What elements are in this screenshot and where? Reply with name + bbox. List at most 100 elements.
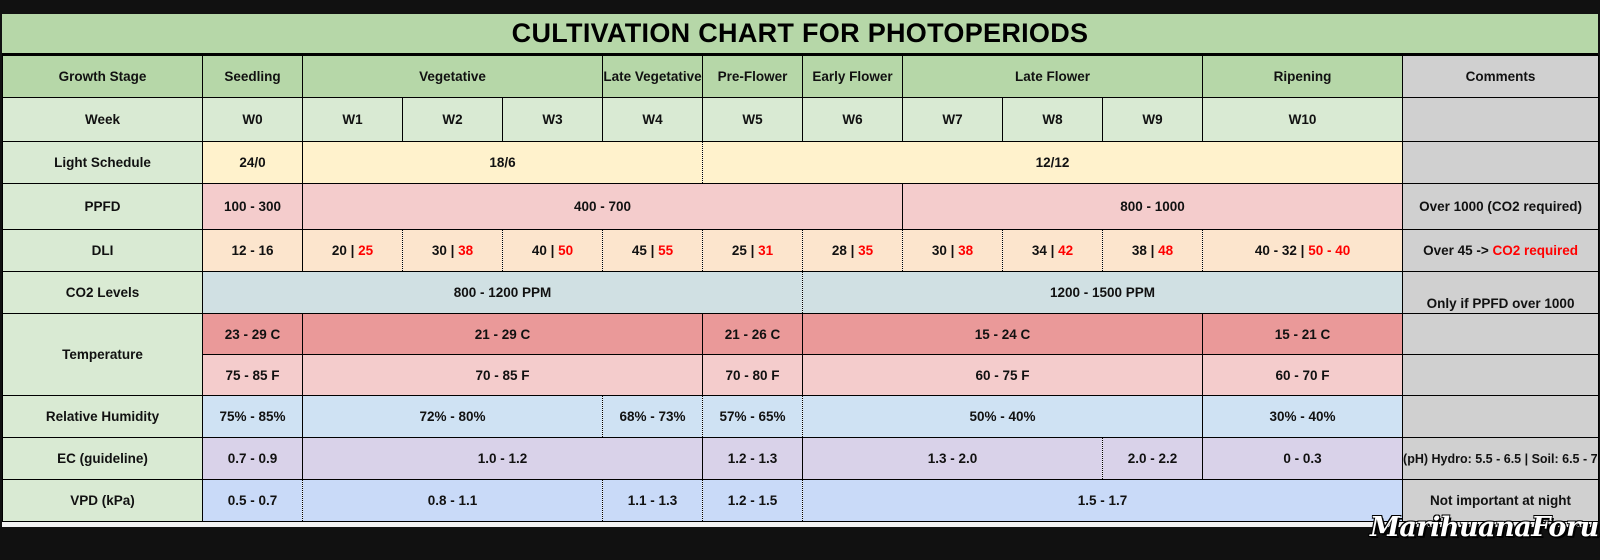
stage-early-flower: Early Flower [802,55,904,98]
dli-value: 20 | 25 [302,229,403,272]
week-cell: W1 [302,97,403,142]
ppfd-row: PPFD 100 - 300 400 - 700 800 - 1000 Over… [2,183,1600,230]
humidity-value: 30% - 40% [1202,395,1404,438]
temperature-c-row: Temperature 23 - 29 C 21 - 29 C 21 - 26 … [2,313,1600,396]
vpd-value: 1.1 - 1.3 [602,479,704,522]
stage-vegetative: Vegetative [301,55,604,98]
co2-row: CO2 Levels 800 - 1200 PPM 1200 - 1500 PP… [2,271,1600,314]
week-cell: W6 [802,97,904,142]
vpd-value: 1.5 - 1.7 [802,479,1404,522]
co2-label: CO2 Levels [2,271,203,314]
dli-row: DLI 12 - 16 20 | 25 30 | 38 40 | 50 45 |… [2,229,1600,272]
temp-f-value: 70 - 80 F [702,354,804,396]
humidity-value: 50% - 40% [802,395,1204,438]
vpd-value: 1.2 - 1.5 [702,479,804,522]
stage-pre-flower: Pre-Flower [702,55,804,98]
humidity-value: 68% - 73% [602,395,704,438]
light-value: 24/0 [202,141,303,184]
dli-comment: Over 45 -> CO2 required [1402,229,1600,272]
ec-value: 1.3 - 2.0 [802,437,1104,480]
week-cell: W8 [1002,97,1104,142]
vpd-label: VPD (kPa) [2,479,203,522]
ppfd-comment: Over 1000 (CO2 required) [1402,183,1600,230]
week-cell: W9 [1102,97,1204,142]
ec-row: EC (guideline) 0.7 - 0.9 1.0 - 1.2 1.2 -… [2,437,1600,480]
light-schedule-label: Light Schedule [2,141,203,184]
ppfd-value: 100 - 300 [202,183,303,230]
dli-value: 45 | 55 [602,229,704,272]
dli-value: 40 - 32 | 50 - 40 [1202,229,1404,272]
week-cell: W4 [602,97,704,142]
ppfd-value: 400 - 700 [301,183,904,230]
temp-f-value: 70 - 85 F [301,354,704,396]
week-cell: W0 [202,97,303,142]
week-cell: W5 [702,97,804,142]
week-cell: W7 [902,97,1004,142]
dli-value: 25 | 31 [702,229,804,272]
stage-late-flower: Late Flower [902,55,1204,98]
humidity-value: 72% - 80% [301,395,604,438]
temp-c-value: 21 - 26 C [702,313,804,355]
cultivation-table: Growth Stage Seedling Vegetative Late Ve… [2,55,1600,522]
week-row: Week W0 W1 W2 W3 W4 W5 W6 W7 W8 W9 W10 [2,97,1600,142]
ec-comment: (pH) Hydro: 5.5 - 6.5 | Soil: 6.5 - 7.0 [1402,437,1600,480]
co2-comment: Only if PPFD over 1000 [1402,271,1600,314]
temp-c-value: 23 - 29 C [202,313,303,355]
ec-value: 1.2 - 1.3 [702,437,804,480]
dli-value: 30 | 38 [902,229,1004,272]
comment-cell [1402,97,1600,142]
ec-value: 1.0 - 1.2 [301,437,704,480]
ppfd-value: 800 - 1000 [902,183,1404,230]
temp-c-value: 15 - 24 C [802,313,1204,355]
vpd-row: VPD (kPa) 0.5 - 0.7 0.8 - 1.1 1.1 - 1.3 … [2,479,1600,522]
temperature-f-row: 75 - 85 F 70 - 85 F 70 - 80 F 60 - 75 F … [3,354,1600,396]
dli-value: 34 | 42 [1002,229,1104,272]
week-label: Week [2,97,203,142]
ppfd-label: PPFD [2,183,203,230]
humidity-row: Relative Humidity 75% - 85% 72% - 80% 68… [2,395,1600,438]
week-cell: W3 [501,97,604,142]
light-schedule-row: Light Schedule 24/0 18/6 12/12 [2,141,1600,184]
humidity-label: Relative Humidity [2,395,203,438]
temp-f-value: 60 - 75 F [802,354,1204,396]
stage-seedling: Seedling [202,55,303,98]
dli-value: 30 | 38 [402,229,503,272]
comment-cell [1402,313,1600,355]
dli-value: 38 | 48 [1102,229,1204,272]
co2-value: 800 - 1200 PPM [201,271,804,314]
light-value: 12/12 [702,141,1404,184]
stage-late-vegetative: Late Vegetative [602,55,704,98]
humidity-value: 57% - 65% [702,395,804,438]
comment-cell [1402,354,1600,396]
temp-f-value: 60 - 70 F [1202,354,1404,396]
vpd-value: 0.8 - 1.1 [301,479,604,522]
temp-f-value: 75 - 85 F [202,354,303,396]
week-cell: W10 [1202,97,1404,142]
dli-value: 40 | 50 [501,229,604,272]
ec-value: 0 - 0.3 [1202,437,1404,480]
vpd-value: 0.5 - 0.7 [202,479,303,522]
growth-stage-row: Growth Stage Seedling Vegetative Late Ve… [2,55,1600,98]
humidity-value: 75% - 85% [202,395,303,438]
ec-label: EC (guideline) [2,437,203,480]
comment-cell [1402,395,1600,438]
temperature-label: Temperature [2,313,203,396]
growth-stage-label: Growth Stage [2,55,203,98]
ec-value: 0.7 - 0.9 [202,437,303,480]
ec-value: 2.0 - 2.2 [1102,437,1204,480]
temp-c-value: 21 - 29 C [301,313,704,355]
co2-value: 1200 - 1500 PPM [802,271,1404,314]
week-cell: W2 [402,97,503,142]
vpd-comment: Not important at night [1402,479,1600,522]
dli-value: 28 | 35 [802,229,904,272]
watermark-logo: MarihuanaForum.pl [1370,512,1600,543]
dli-value: 12 - 16 [202,229,303,272]
dli-label: DLI [2,229,203,272]
light-value: 18/6 [301,141,704,184]
comments-header: Comments [1402,55,1600,98]
temp-c-value: 15 - 21 C [1202,313,1404,355]
cultivation-chart: CULTIVATION CHART FOR PHOTOPERIODS Growt… [2,14,1600,527]
stage-ripening: Ripening [1202,55,1404,98]
comment-cell [1402,141,1600,184]
chart-title: CULTIVATION CHART FOR PHOTOPERIODS [2,14,1598,55]
